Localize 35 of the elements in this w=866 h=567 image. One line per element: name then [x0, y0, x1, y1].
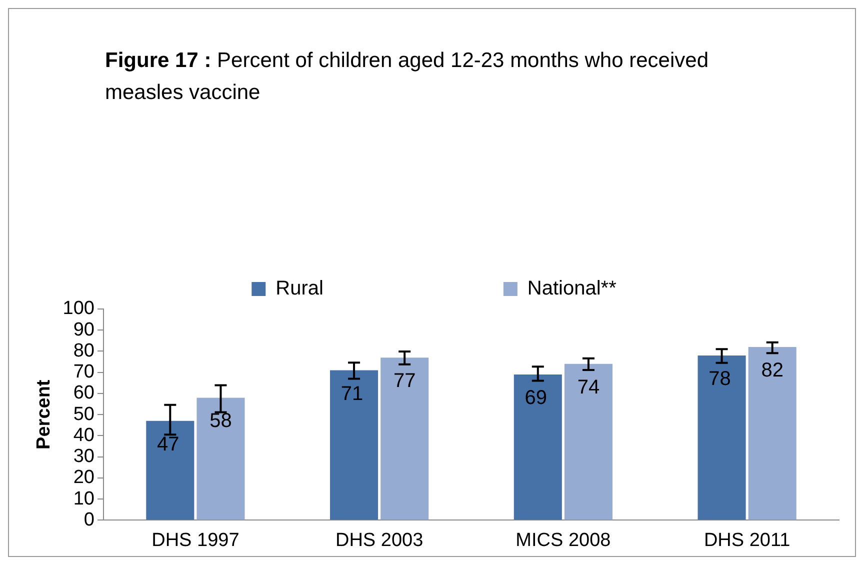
y-tick-label: 70 — [73, 362, 94, 383]
y-tick-label: 40 — [73, 424, 94, 446]
legend-label: Rural — [276, 278, 324, 300]
x-tick-label: DHS 2003 — [335, 530, 424, 551]
bar — [564, 364, 612, 520]
data-label: 74 — [577, 376, 600, 398]
y-tick-label: 80 — [73, 340, 94, 362]
y-tick-label: 60 — [73, 382, 94, 404]
data-label: 78 — [708, 368, 731, 390]
y-tick-label: 50 — [73, 404, 94, 425]
bar — [330, 370, 378, 520]
data-label: 71 — [340, 382, 364, 405]
data-label: 47 — [157, 433, 180, 456]
y-tick-label: 0 — [84, 509, 94, 530]
data-label: 77 — [393, 370, 416, 392]
y-tick-label: 90 — [73, 319, 94, 340]
chart-title: Figure 17 : Percent of children aged 12-23 months who received measles vaccine — [105, 48, 710, 106]
x-tick-label: DHS 2011 — [704, 530, 790, 551]
legend-label: National** — [527, 278, 617, 300]
bar — [380, 358, 429, 520]
y-tick-label: 10 — [73, 488, 94, 510]
bar — [196, 398, 245, 520]
bar — [146, 420, 194, 520]
data-label: 69 — [524, 386, 548, 409]
x-tick-label: MICS 2008 — [516, 530, 611, 551]
y-tick-label: 20 — [73, 467, 94, 488]
y-axis-title: Percent — [34, 379, 55, 450]
bar — [514, 374, 562, 520]
data-label: 58 — [210, 410, 232, 432]
data-label: 82 — [761, 360, 784, 382]
x-tick-label: DHS 1997 — [152, 530, 240, 551]
y-tick-label: 100 — [62, 298, 94, 320]
bar — [698, 355, 746, 520]
y-tick-label: 30 — [73, 446, 94, 468]
bar — [748, 347, 796, 520]
